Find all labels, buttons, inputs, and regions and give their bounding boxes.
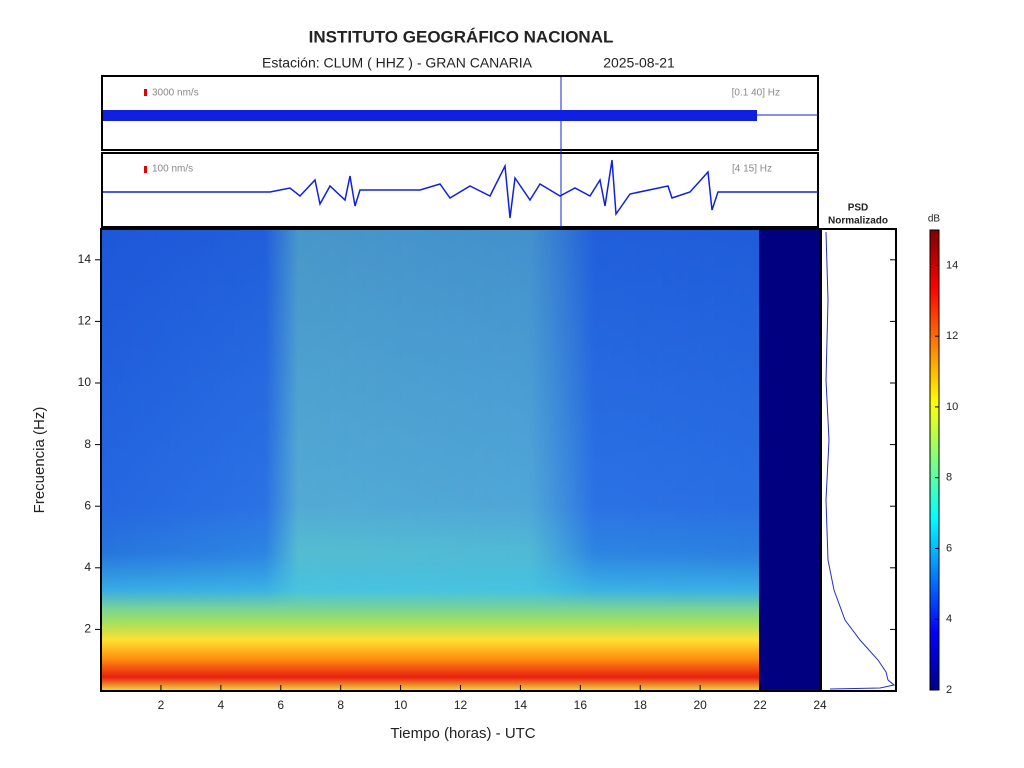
x-tick-label: 4 [217, 698, 224, 712]
y-tick-label: 2 [84, 622, 91, 636]
psd-curve [825, 231, 896, 690]
x-tick-label: 10 [394, 698, 408, 712]
y-tick-label: 14 [78, 252, 92, 266]
trace-panel [101, 152, 819, 228]
psd-panel [820, 228, 897, 692]
scale-bar [144, 89, 147, 96]
x-tick-label: 8 [337, 698, 344, 712]
scale-bar [144, 166, 147, 173]
title: INSTITUTO GEOGRÁFICO NACIONAL [309, 27, 614, 46]
date: 2025-08-21 [603, 55, 675, 71]
trace [103, 110, 757, 121]
colorbar-tick-label: 8 [946, 472, 952, 484]
y-tick-label: 4 [84, 560, 91, 574]
colorbar-tick-label: 4 [946, 613, 952, 625]
x-tick-label: 22 [753, 698, 767, 712]
colorbar-tick-label: 14 [946, 259, 958, 271]
colorbar-tick-label: 6 [946, 542, 952, 554]
colorbar [929, 229, 940, 691]
x-tick-label: 14 [514, 698, 528, 712]
x-tick-label: 24 [813, 698, 827, 712]
colorbar-tick-label: 10 [946, 401, 958, 413]
x-tick-label: 20 [693, 698, 707, 712]
psd-title: Normalizado [828, 216, 888, 227]
x-tick-label: 6 [277, 698, 284, 712]
spectrogram-overlay [101, 229, 759, 691]
x-tick-label: 2 [158, 698, 165, 712]
trace-scale: 3000 nm/s [152, 88, 199, 99]
trace-band: [0.1 40] Hz [732, 88, 780, 99]
trace-band: [4 15] Hz [732, 164, 772, 175]
psd-title: PSD [848, 203, 869, 214]
y-tick-label: 12 [78, 314, 92, 328]
y-tick-label: 6 [84, 498, 91, 512]
trace [103, 159, 818, 219]
x-tick-label: 16 [574, 698, 588, 712]
x-axis-label: Tiempo (horas) - UTC [390, 725, 535, 742]
colorbar-label: dB [928, 214, 941, 225]
x-tick-label: 18 [634, 698, 648, 712]
x-tick-label: 12 [454, 698, 468, 712]
y-tick-label: 8 [84, 437, 91, 451]
colorbar-tick-label: 2 [946, 684, 952, 696]
trace-scale: 100 nm/s [152, 164, 193, 175]
y-tick-label: 10 [78, 375, 92, 389]
no-data [759, 229, 820, 691]
subtitle: Estación: CLUM ( HHZ ) - GRAN CANARIA [262, 55, 533, 71]
y-axis-label: Frecuencia (Hz) [31, 407, 48, 514]
colorbar-tick-label: 12 [946, 330, 958, 342]
